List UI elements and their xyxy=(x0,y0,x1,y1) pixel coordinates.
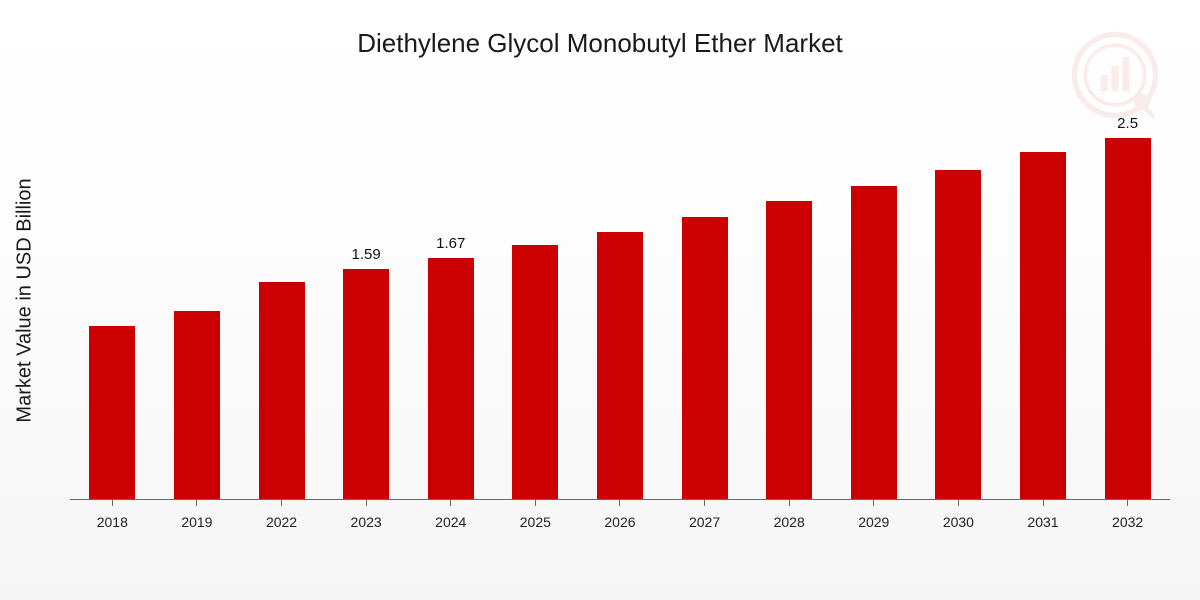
tick-mark xyxy=(789,499,790,506)
tick-mark xyxy=(958,499,959,506)
tick-mark xyxy=(1043,499,1044,506)
bar: 2.5 xyxy=(1105,138,1151,499)
x-tick: 2032 xyxy=(1085,499,1170,530)
tick-mark xyxy=(281,499,282,506)
tick-label: 2031 xyxy=(1027,514,1058,530)
bar xyxy=(512,245,558,499)
x-tick: 2023 xyxy=(324,499,409,530)
x-tick: 2026 xyxy=(578,499,663,530)
bar-slot xyxy=(831,110,916,499)
tick-label: 2019 xyxy=(181,514,212,530)
bar-slot: 2.5 xyxy=(1085,110,1170,499)
bar-slot xyxy=(70,110,155,499)
tick-mark xyxy=(366,499,367,506)
tick-label: 2024 xyxy=(435,514,466,530)
bar xyxy=(174,311,220,499)
tick-label: 2022 xyxy=(266,514,297,530)
x-tick: 2027 xyxy=(662,499,747,530)
tick-label: 2023 xyxy=(351,514,382,530)
tick-label: 2025 xyxy=(520,514,551,530)
tick-label: 2029 xyxy=(858,514,889,530)
bar-slot xyxy=(493,110,578,499)
tick-label: 2027 xyxy=(689,514,720,530)
bar xyxy=(1020,152,1066,499)
x-tick: 2028 xyxy=(747,499,832,530)
bar-slot xyxy=(239,110,324,499)
y-axis-label-container: Market Value in USD Billion xyxy=(10,0,40,600)
tick-label: 2028 xyxy=(774,514,805,530)
bars-container: 1.59 1.67 2.5 xyxy=(70,110,1170,499)
tick-mark xyxy=(1127,499,1128,506)
bar-slot xyxy=(747,110,832,499)
bar-value-label: 2.5 xyxy=(1117,115,1138,132)
bar-slot xyxy=(662,110,747,499)
x-tick: 2019 xyxy=(155,499,240,530)
bar: 1.67 xyxy=(428,258,474,499)
bar xyxy=(851,186,897,499)
plot-area: 1.591.672.5 2018201920222023202420252026… xyxy=(70,110,1170,500)
tick-mark xyxy=(450,499,451,506)
x-tick: 2022 xyxy=(239,499,324,530)
tick-mark xyxy=(619,499,620,506)
chart-title: Diethylene Glycol Monobutyl Ether Market xyxy=(0,28,1200,59)
bar-value-label: 1.59 xyxy=(352,246,381,263)
bar-slot xyxy=(1001,110,1086,499)
bar-slot xyxy=(578,110,663,499)
x-tick: 2030 xyxy=(916,499,1001,530)
x-tick: 2031 xyxy=(1001,499,1086,530)
tick-mark xyxy=(704,499,705,506)
bar-slot xyxy=(916,110,1001,499)
tick-mark xyxy=(873,499,874,506)
tick-label: 2018 xyxy=(97,514,128,530)
bar xyxy=(259,282,305,499)
x-tick: 2018 xyxy=(70,499,155,530)
bar xyxy=(766,201,812,499)
bar-slot: 1.67 xyxy=(408,110,493,499)
bar xyxy=(682,217,728,499)
bar-value-label: 1.67 xyxy=(436,235,465,252)
bar-slot xyxy=(155,110,240,499)
bar xyxy=(89,326,135,499)
bar: 1.59 xyxy=(343,269,389,499)
bar xyxy=(935,170,981,499)
tick-label: 2032 xyxy=(1112,514,1143,530)
y-axis-label: Market Value in USD Billion xyxy=(14,178,37,422)
tick-label: 2030 xyxy=(943,514,974,530)
bar-slot: 1.59 xyxy=(324,110,409,499)
tick-label: 2026 xyxy=(604,514,635,530)
x-ticks-container: 2018 2019 2022 2023 2024 2025 2026 2027 2028 2029… xyxy=(70,499,1170,530)
tick-mark xyxy=(196,499,197,506)
x-tick: 2025 xyxy=(493,499,578,530)
bar xyxy=(597,232,643,499)
tick-mark xyxy=(535,499,536,506)
x-tick: 2029 xyxy=(831,499,916,530)
tick-mark xyxy=(112,499,113,506)
x-tick: 2024 xyxy=(408,499,493,530)
